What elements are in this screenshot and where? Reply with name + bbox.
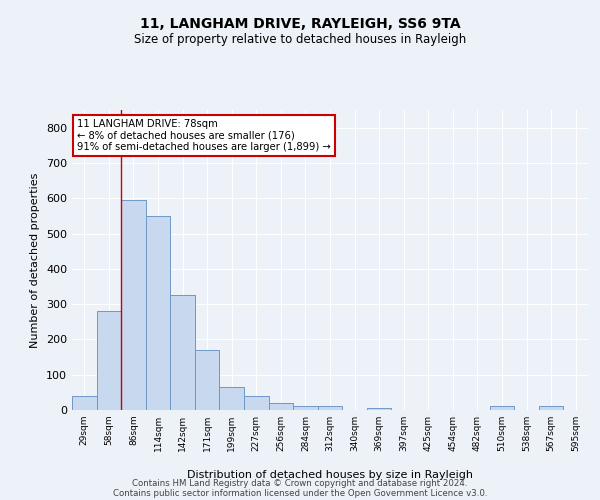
Text: Distribution of detached houses by size in Rayleigh: Distribution of detached houses by size … xyxy=(187,470,473,480)
Text: 11 LANGHAM DRIVE: 78sqm
← 8% of detached houses are smaller (176)
91% of semi-de: 11 LANGHAM DRIVE: 78sqm ← 8% of detached… xyxy=(77,119,331,152)
Bar xyxy=(293,406,318,410)
Bar xyxy=(121,200,146,410)
Bar xyxy=(367,408,391,410)
Bar xyxy=(269,403,293,410)
Text: Size of property relative to detached houses in Rayleigh: Size of property relative to detached ho… xyxy=(134,32,466,46)
Text: Contains public sector information licensed under the Open Government Licence v3: Contains public sector information licen… xyxy=(113,488,487,498)
Bar xyxy=(318,406,342,410)
Y-axis label: Number of detached properties: Number of detached properties xyxy=(31,172,40,348)
Bar xyxy=(490,406,514,410)
Bar xyxy=(97,311,121,410)
Bar xyxy=(170,296,195,410)
Text: 11, LANGHAM DRIVE, RAYLEIGH, SS6 9TA: 11, LANGHAM DRIVE, RAYLEIGH, SS6 9TA xyxy=(140,18,460,32)
Text: Contains HM Land Registry data © Crown copyright and database right 2024.: Contains HM Land Registry data © Crown c… xyxy=(132,478,468,488)
Bar xyxy=(72,396,97,410)
Bar xyxy=(195,350,220,410)
Bar xyxy=(220,387,244,410)
Bar xyxy=(244,396,269,410)
Bar xyxy=(146,216,170,410)
Bar xyxy=(539,406,563,410)
